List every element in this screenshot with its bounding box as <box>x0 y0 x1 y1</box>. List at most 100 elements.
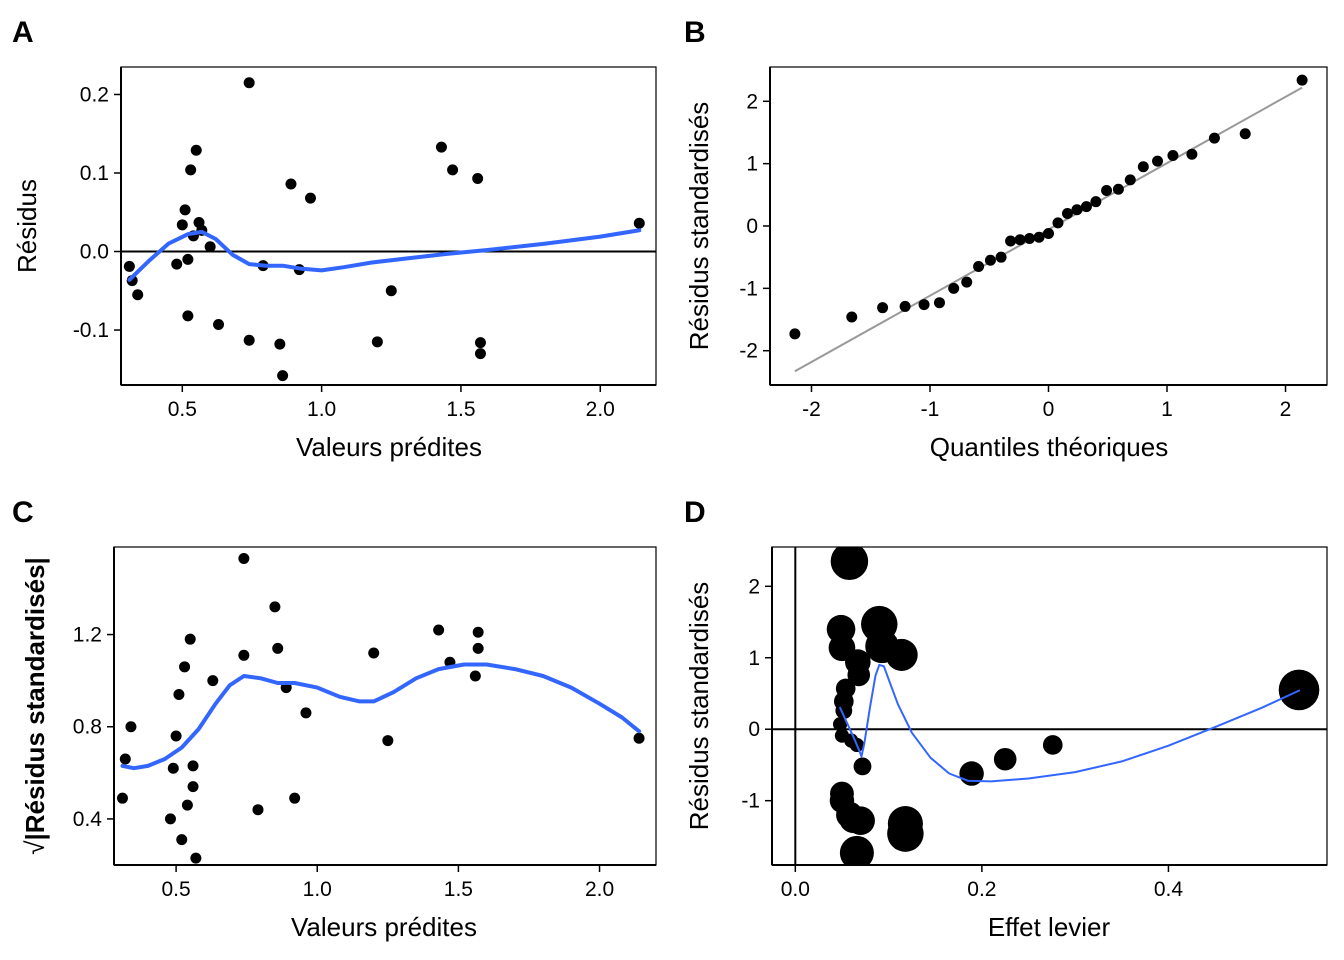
data-point <box>238 553 250 565</box>
data-point <box>382 735 394 747</box>
data-point <box>1071 204 1083 216</box>
data-point <box>252 804 264 816</box>
data-point <box>1124 174 1136 186</box>
x-tick-label: -1 <box>921 398 940 421</box>
data-point <box>933 297 945 309</box>
data-point <box>948 282 960 294</box>
data-point <box>277 370 289 382</box>
x-tick-label: 0.2 <box>967 878 996 901</box>
data-point <box>204 241 216 253</box>
plot-area <box>789 74 1308 373</box>
data-point <box>185 164 197 176</box>
data-point <box>877 302 889 314</box>
data-point <box>179 204 191 216</box>
x-tick-label: 2.0 <box>585 878 614 901</box>
panel-c-ylabel-sqrt: √ <box>20 840 50 855</box>
data-point <box>190 852 202 864</box>
data-point <box>116 792 128 804</box>
data-point <box>1101 184 1113 196</box>
y-tick-label: -1 <box>741 790 760 813</box>
data-point <box>176 219 188 231</box>
data-point <box>181 799 193 811</box>
panel-d-ylabel: Résidus standardisés <box>684 582 714 831</box>
data-point <box>207 675 219 687</box>
x-tick-label: -2 <box>802 398 821 421</box>
data-point <box>182 310 194 322</box>
data-point <box>1296 74 1308 86</box>
panel-b-letter: B <box>684 16 706 49</box>
data-point <box>368 647 380 659</box>
smooth-curve <box>120 662 642 771</box>
smooth-curve <box>839 663 1300 783</box>
panel-c: C 0.5 1.0 1.5 2.0 0.4 0.8 1.2 Valeurs prédites… <box>12 496 657 942</box>
y-tick-label: 0.8 <box>73 716 102 739</box>
data-point <box>899 300 911 312</box>
panel-c-ylabel-radical: √|Résidus standardisés| <box>20 557 50 855</box>
data-point <box>176 834 188 846</box>
data-point <box>238 649 250 661</box>
data-point <box>984 254 996 266</box>
data-point <box>830 547 869 581</box>
data-point <box>447 164 459 176</box>
data-point <box>1137 161 1149 173</box>
x-tick-label: 0.0 <box>781 878 810 901</box>
data-point <box>173 688 185 700</box>
x-tick-label: 1.0 <box>303 878 332 901</box>
data-point <box>179 661 191 673</box>
y-tick-label: 1 <box>748 647 760 670</box>
data-point <box>1024 232 1036 244</box>
y-tick-label: -2 <box>739 340 758 363</box>
data-point <box>839 835 874 865</box>
data-point <box>123 260 135 272</box>
data-point <box>633 732 645 744</box>
panel-c-ylabel: |Résidus standardisés| <box>20 557 50 840</box>
y-tick-label: 0 <box>746 215 758 238</box>
data-point <box>167 762 179 774</box>
y-tick-label: -0.1 <box>73 319 109 342</box>
data-point <box>469 670 481 682</box>
data-point <box>1033 231 1045 243</box>
panel-b-plot: -2 -1 0 1 2 -2 -1 0 1 2 <box>739 66 1328 421</box>
data-point <box>993 747 1017 771</box>
y-tick-label: 2 <box>748 575 760 598</box>
data-point <box>243 334 255 346</box>
data-point <box>472 626 484 638</box>
panel-a-letter: A <box>12 16 34 49</box>
plot-area <box>121 77 656 382</box>
x-tick-label: 1.5 <box>444 878 473 901</box>
panel-a: A 0.5 1.0 1.5 2.0 -0.1 0.0 0.1 0.2 Valeurs préd… <box>12 16 657 462</box>
data-point <box>187 760 199 772</box>
data-point <box>164 813 176 825</box>
x-tick-label: 0.5 <box>168 398 197 421</box>
data-point <box>190 144 202 156</box>
x-tick-label: 0.4 <box>1154 878 1184 901</box>
data-point <box>1061 208 1073 220</box>
y-tick-label: -1 <box>739 277 758 300</box>
y-tick-label: 0.1 <box>80 162 109 185</box>
data-point <box>472 642 484 654</box>
data-point <box>474 337 486 349</box>
data-point <box>1186 148 1198 160</box>
data-point <box>435 141 447 153</box>
data-point <box>853 757 872 776</box>
x-tick-label: 2.0 <box>586 398 615 421</box>
data-point <box>1014 234 1026 246</box>
data-point <box>1167 150 1179 162</box>
data-point <box>1080 201 1092 213</box>
x-tick-label: 1 <box>1161 398 1173 421</box>
data-point <box>633 217 645 229</box>
data-point <box>1005 235 1017 247</box>
data-point <box>385 285 397 297</box>
data-point <box>213 319 225 331</box>
data-point <box>961 276 973 288</box>
y-tick-label: 1 <box>746 153 758 176</box>
data-point <box>1042 735 1063 755</box>
data-point <box>789 328 801 340</box>
panel-d-xlabel: Effet levier <box>988 912 1111 942</box>
data-point <box>119 753 131 765</box>
data-point <box>1208 132 1220 144</box>
x-tick-label: 1.0 <box>307 398 336 421</box>
data-point <box>474 348 486 360</box>
data-point <box>973 261 985 273</box>
